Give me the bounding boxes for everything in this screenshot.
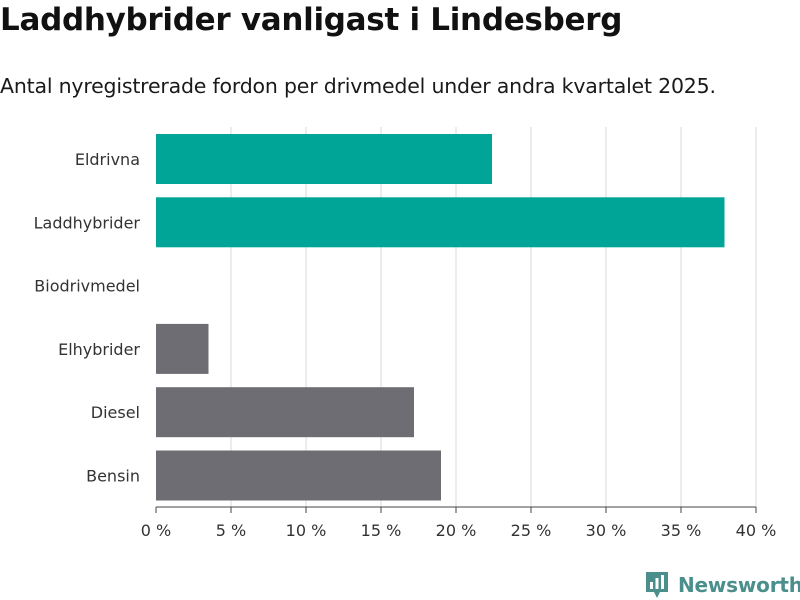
x-tick-label: 35 % [661,521,702,540]
bar-bensin [156,450,441,501]
category-label: Bensin [86,467,140,486]
x-tick-label: 40 % [736,521,777,540]
bar-chart: 0 % 5 % 10 % 15 % 20 % 25 % 30 % 35 % 40 % Eldri… [34,127,777,540]
bar-laddhybrider [156,197,725,248]
gridlines [230,127,757,507]
bar-eldrivna [156,134,492,184]
category-label: Laddhybrider [34,213,141,232]
bar-diesel [156,387,414,438]
newsworthy-logo-icon [646,572,668,598]
x-tick-label: 10 % [286,521,327,540]
category-label: Eldrivna [75,150,140,169]
chart-title: Laddhybrider vanligast i Lindesberg [0,2,623,38]
bar-elhybrider [156,323,209,374]
chart-subtitle: Antal nyregistrerade fordon per drivmede… [0,74,716,98]
x-tick-label: 25 % [511,521,552,540]
x-axis: 0 % 5 % 10 % 15 % 20 % 25 % 30 % 35 % 40 % [141,506,777,540]
x-tick-label: 30 % [586,521,627,540]
category-labels: Eldrivna Laddhybrider Biodrivmedel Elhybrid… [34,150,141,486]
category-label: Elhybrider [58,340,140,359]
category-label: Biodrivmedel [34,277,140,296]
x-tick-label: 15 % [361,521,402,540]
newsworthy-brand: Newsworthy [644,570,800,600]
x-tick-label: 0 % [141,521,171,540]
category-label: Diesel [91,403,140,422]
x-tick-label: 5 % [216,521,246,540]
brand-name: Newsworthy [678,573,800,597]
bars [156,134,725,501]
x-tick-label: 20 % [436,521,477,540]
